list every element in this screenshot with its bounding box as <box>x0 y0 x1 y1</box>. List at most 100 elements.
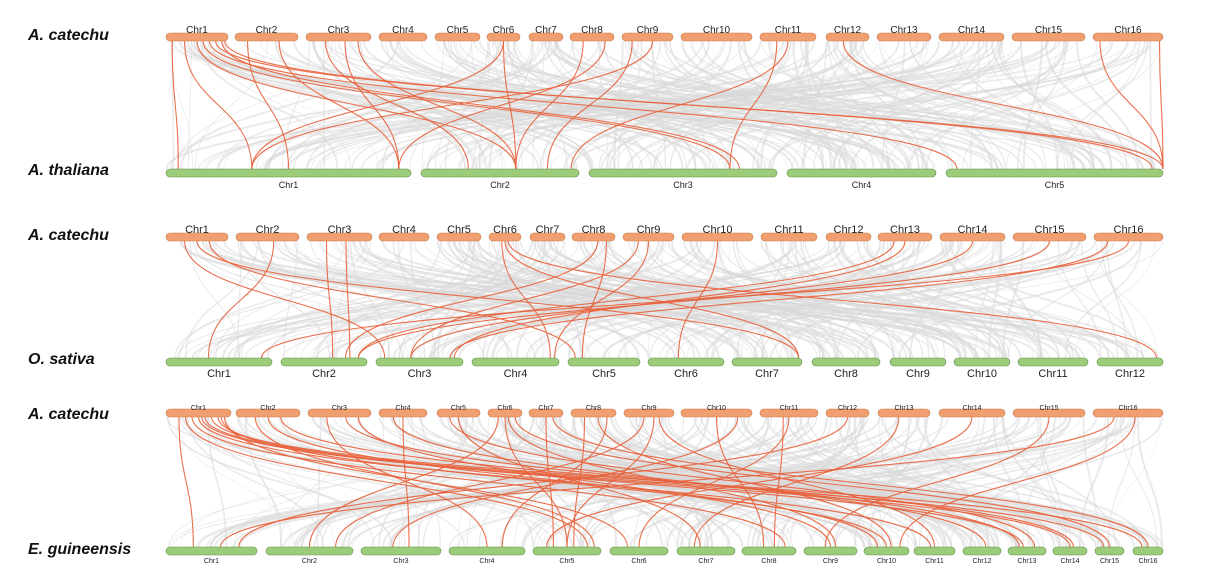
query-chromosome-bar <box>234 32 299 42</box>
background-link <box>800 40 988 170</box>
background-link <box>705 416 1072 548</box>
background-link <box>1076 40 1140 170</box>
target-chromosome-label: Chr11 <box>925 558 944 565</box>
background-link <box>599 416 944 548</box>
background-link <box>310 240 536 359</box>
query-chromosome-bar <box>571 232 616 242</box>
query-chromosome-bar <box>235 232 300 242</box>
target-chromosome-bar <box>913 546 956 556</box>
background-link <box>532 40 545 170</box>
highlighted-link <box>1158 40 1164 170</box>
highlighted-link <box>251 40 505 170</box>
background-link <box>755 416 1044 548</box>
query-chromosome-label: Chr12 <box>838 405 857 412</box>
highlighted-link <box>545 416 554 548</box>
highlighted-link <box>570 40 789 170</box>
background-link <box>1082 416 1099 548</box>
highlighted-link <box>693 416 900 548</box>
query-chromosome-bar <box>1011 32 1086 42</box>
background-link <box>717 240 794 359</box>
background-link <box>265 40 975 170</box>
background-link <box>1044 240 1138 359</box>
background-link <box>242 240 610 359</box>
background-link <box>271 240 899 359</box>
background-link <box>237 240 242 359</box>
background-link <box>335 240 442 359</box>
highlighted-link <box>398 40 606 170</box>
query-chromosome-label: Chr4 <box>392 224 416 236</box>
background-link <box>725 40 806 170</box>
background-link <box>351 40 703 170</box>
query-chromosome-bar <box>825 408 870 418</box>
background-link <box>687 416 865 548</box>
highlighted-link <box>449 240 1109 359</box>
highlighted-link <box>326 416 488 548</box>
query-chromosome-bar <box>570 408 617 418</box>
background-link <box>200 40 339 170</box>
target-chromosome-bar <box>811 357 881 367</box>
background-link <box>792 40 832 170</box>
target-chromosome-bar <box>471 357 560 367</box>
background-link <box>898 240 1142 359</box>
background-link <box>598 240 879 359</box>
background-link <box>224 40 816 170</box>
highlighted-link <box>324 40 469 170</box>
query-chromosome-label: Chr8 <box>582 224 606 236</box>
target-chromosome-bar <box>1096 357 1164 367</box>
query-chromosome-label: Chr14 <box>962 405 981 412</box>
background-link <box>760 416 1122 548</box>
query-chromosome-label: Chr1 <box>186 25 208 36</box>
target-chromosome-label: Chr15 <box>1100 558 1119 565</box>
background-link <box>818 240 1005 359</box>
background-link <box>833 240 966 359</box>
background-link <box>908 40 1076 170</box>
background-link <box>1075 240 1156 359</box>
target-chromosome-label: Chr12 <box>972 558 991 565</box>
background-link <box>192 240 485 359</box>
background-link <box>176 240 664 359</box>
background-link <box>841 240 1044 359</box>
query-chromosome-label: Chr13 <box>890 25 918 36</box>
query-chromosome-label: Chr5 <box>447 224 471 236</box>
highlighted-link <box>196 40 517 170</box>
background-link <box>606 240 1101 359</box>
background-link <box>664 40 1092 170</box>
background-link <box>179 40 399 170</box>
query-chromosome-label: Chr4 <box>395 405 410 412</box>
target-chromosome-bar <box>962 546 1002 556</box>
background-link <box>854 40 951 170</box>
background-link <box>676 240 1004 359</box>
background-link <box>293 240 686 359</box>
query-chromosome-label: Chr16 <box>1114 25 1142 36</box>
query-chromosome-bar <box>876 32 932 42</box>
highlighted-link <box>392 416 987 548</box>
target-chromosome-bar <box>1132 546 1164 556</box>
highlighted-link <box>501 416 608 548</box>
query-chromosome-bar <box>1012 232 1087 242</box>
background-link <box>422 416 521 548</box>
highlighted-link <box>357 240 1051 359</box>
query-chromosome-bar <box>378 408 428 418</box>
query-chromosome-label: Chr11 <box>780 405 799 412</box>
target-chromosome-bar <box>1052 546 1088 556</box>
background-link <box>392 416 678 548</box>
background-link <box>767 40 1129 170</box>
query-chromosome-label: Chr11 <box>774 224 803 236</box>
target-species-name: A. thaliana <box>27 162 109 179</box>
query-chromosome-label: Chr16 <box>1118 405 1137 412</box>
query-chromosome-bar <box>1092 408 1164 418</box>
background-link <box>736 240 1007 359</box>
query-chromosome-bar <box>939 232 1006 242</box>
query-chromosome-bar <box>235 408 301 418</box>
target-chromosome-bar <box>863 546 910 556</box>
target-chromosome-bar <box>567 357 641 367</box>
target-chromosome-label: Chr14 <box>1060 558 1079 565</box>
highlighted-link <box>345 416 1020 548</box>
query-chromosome-label: Chr16 <box>1114 224 1144 236</box>
highlighted-link <box>208 240 576 359</box>
background-link <box>184 240 259 359</box>
background-link <box>652 40 941 170</box>
highlighted-link <box>184 240 386 359</box>
target-chromosome-label: Chr16 <box>1138 558 1157 565</box>
